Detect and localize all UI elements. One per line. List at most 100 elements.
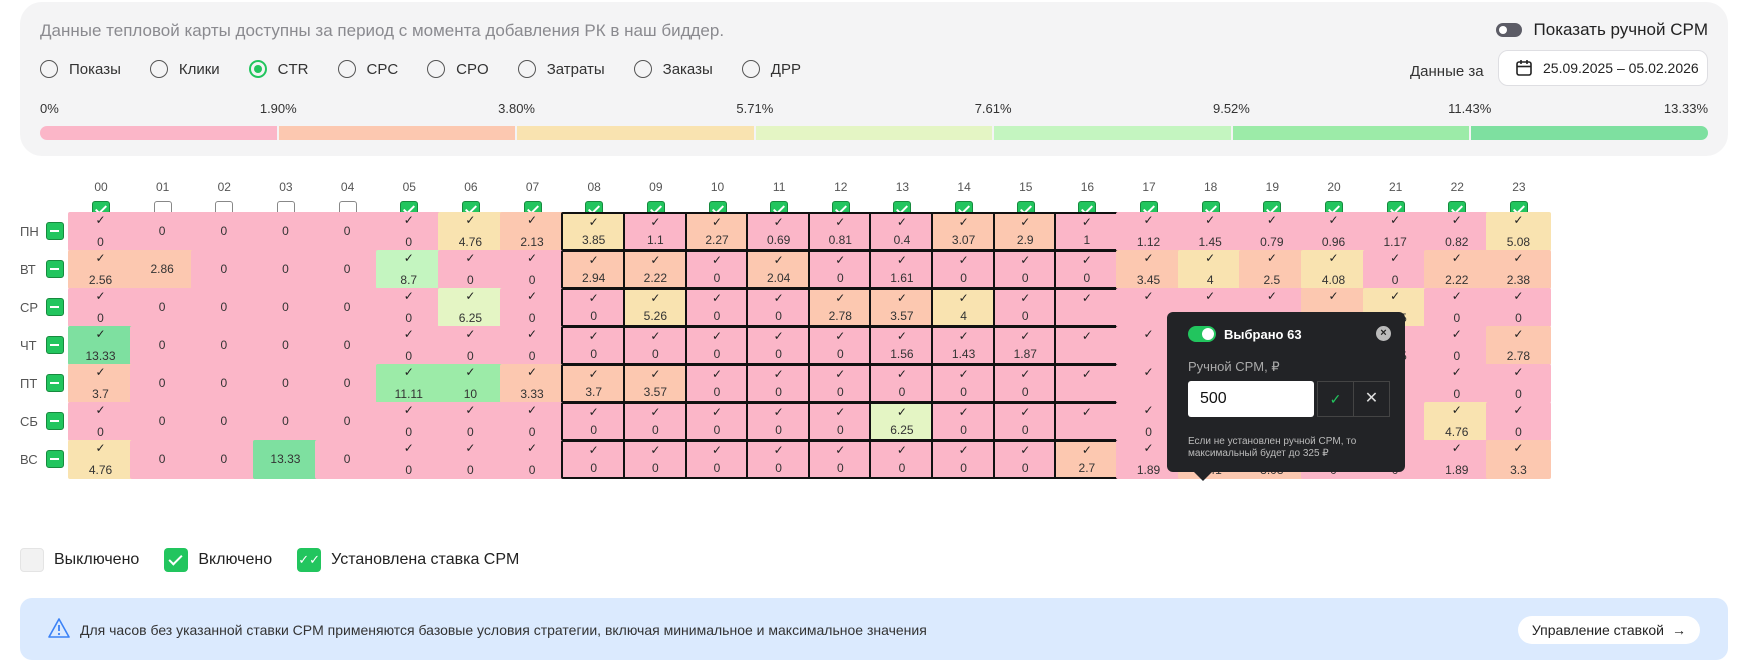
heatmap-cell[interactable]: ✓ 13.33 (68, 326, 133, 365)
heatmap-cell[interactable]: ✓0 (1485, 402, 1551, 441)
heatmap-cell[interactable]: 0 (191, 364, 257, 403)
heatmap-cell[interactable]: ✓0 (992, 402, 1058, 441)
heatmap-cell[interactable]: ✓ 3.7 (561, 364, 627, 403)
heatmap-cell[interactable]: ✓ 2.27 (684, 212, 750, 251)
heatmap-cell[interactable]: ✓0 (931, 364, 997, 403)
heatmap-cell[interactable]: ✓0 (376, 288, 442, 327)
heatmap-cell[interactable]: ✓ 10 (437, 364, 503, 403)
heatmap-cell[interactable]: ✓0 (499, 440, 565, 479)
heatmap-cell[interactable]: ✓0 (68, 402, 133, 441)
heatmap-cell[interactable]: 0 (129, 288, 195, 327)
metric-radio-6[interactable]: Заказы (633, 60, 713, 78)
cpm-input[interactable]: 500 (1188, 381, 1314, 417)
heatmap-cell[interactable]: ✓0 (746, 364, 812, 403)
heatmap-cell[interactable]: 0 (252, 288, 318, 327)
heatmap-cell[interactable]: ✓ (1054, 364, 1120, 403)
heatmap-cell[interactable]: ✓0 (437, 326, 503, 365)
heatmap-cell[interactable]: ✓ 6.25 (869, 402, 935, 441)
heatmap-cell[interactable]: ✓ 2.5 (1239, 250, 1305, 289)
heatmap-cell[interactable]: ✓0 (561, 288, 627, 327)
heatmap-cell[interactable]: ✓ (1054, 288, 1120, 327)
heatmap-cell[interactable]: 0 (191, 288, 257, 327)
heatmap-cell[interactable]: 0 (314, 402, 380, 441)
heatmap-cell[interactable]: 0 (129, 402, 195, 441)
manual-cpm-toggle[interactable]: Показать ручной CPM (1495, 20, 1708, 40)
heatmap-cell[interactable]: 0 (252, 326, 318, 365)
heatmap-cell[interactable]: ✓0 (376, 402, 442, 441)
heatmap-cell[interactable]: ✓0 (931, 402, 997, 441)
heatmap-cell[interactable]: 0 (314, 250, 380, 289)
heatmap-cell[interactable]: ✓0 (622, 440, 688, 479)
heatmap-cell[interactable]: ✓0 (869, 440, 935, 479)
heatmap-cell[interactable]: ✓0 (437, 402, 503, 441)
heatmap-cell[interactable]: ✓ 2.04 (746, 250, 812, 289)
date-range-picker[interactable]: 25.09.2025 – 05.02.2026 (1498, 50, 1708, 86)
heatmap-cell[interactable]: ✓ 8.7 (376, 250, 442, 289)
day-toggle-minus[interactable] (46, 412, 64, 430)
heatmap-cell[interactable]: ✓ 3.33 (499, 364, 565, 403)
heatmap-cell[interactable]: ✓0 (561, 402, 627, 441)
radio-button[interactable] (337, 60, 356, 78)
heatmap-cell[interactable]: ✓0 (1424, 364, 1490, 403)
heatmap-cell[interactable]: ✓ 2.78 (1485, 326, 1551, 365)
heatmap-cell[interactable]: ✓ 3.7 (68, 364, 133, 403)
radio-button[interactable] (517, 60, 536, 78)
heatmap-cell[interactable]: 0 (314, 440, 380, 479)
day-toggle-minus[interactable] (46, 298, 64, 316)
heatmap-cell[interactable]: ✓0 (992, 250, 1058, 289)
heatmap-cell[interactable]: ✓ 2.78 (807, 288, 873, 327)
heatmap-cell[interactable]: ✓ 1.1 (622, 212, 688, 251)
radio-button[interactable] (427, 60, 446, 78)
heatmap-cell[interactable]: 0 (314, 288, 380, 327)
heatmap-cell[interactable]: 0 (314, 212, 380, 251)
heatmap-cell[interactable]: ✓ 3.57 (869, 288, 935, 327)
heatmap-cell[interactable]: ✓ 3.3 (1485, 440, 1551, 479)
metric-radio-1[interactable]: Клики (149, 60, 220, 78)
heatmap-cell[interactable]: ✓ 4 (931, 288, 997, 327)
heatmap-cell[interactable]: ✓ (1054, 402, 1120, 441)
heatmap-cell[interactable]: ✓0 (807, 364, 873, 403)
radio-button[interactable] (149, 60, 168, 78)
heatmap-cell[interactable]: ✓0 (807, 250, 873, 289)
heatmap-cell[interactable]: ✓0 (807, 326, 873, 365)
heatmap-cell[interactable]: ✓0 (499, 402, 565, 441)
heatmap-cell[interactable]: ✓0 (1424, 288, 1490, 327)
heatmap-cell[interactable]: ✓ 2.22 (622, 250, 688, 289)
heatmap-cell[interactable]: 0 (129, 326, 195, 365)
heatmap-cell[interactable]: ✓0 (746, 326, 812, 365)
heatmap-cell[interactable]: ✓0 (684, 326, 750, 365)
heatmap-cell[interactable]: ✓0 (561, 440, 627, 479)
heatmap-cell[interactable]: 0 (191, 440, 257, 479)
toggle-switch[interactable] (1495, 23, 1522, 37)
heatmap-cell[interactable]: ✓0 (684, 402, 750, 441)
heatmap-cell[interactable]: ✓ 5.26 (622, 288, 688, 327)
heatmap-cell[interactable]: ✓ 4.76 (1424, 402, 1490, 441)
heatmap-cell[interactable]: ✓0 (746, 440, 812, 479)
heatmap-cell[interactable]: ✓0 (807, 402, 873, 441)
heatmap-cell[interactable]: ✓ 2.38 (1485, 250, 1551, 289)
heatmap-cell[interactable]: ✓0 (746, 402, 812, 441)
heatmap-cell[interactable]: ✓ 0.79 (1239, 212, 1305, 251)
heatmap-cell[interactable]: ✓0 (992, 288, 1058, 327)
heatmap-cell[interactable]: ✓ 4.76 (437, 212, 503, 251)
heatmap-cell[interactable]: ✓ 2.94 (561, 250, 627, 289)
heatmap-cell[interactable]: ✓0 (499, 288, 565, 327)
day-toggle-minus[interactable] (46, 336, 64, 354)
heatmap-cell[interactable]: ✓0 (437, 250, 503, 289)
heatmap-cell[interactable]: ✓0 (376, 326, 442, 365)
selection-toggle[interactable] (1188, 326, 1216, 342)
close-icon[interactable]: × (1376, 326, 1391, 341)
heatmap-cell[interactable]: ✓ 5.08 (1485, 212, 1551, 251)
heatmap-cell[interactable]: ✓0 (1054, 250, 1120, 289)
radio-button[interactable] (40, 60, 58, 78)
metric-radio-2[interactable]: CTR (248, 60, 309, 78)
radio-button[interactable] (633, 60, 652, 78)
heatmap-cell[interactable]: ✓ 1.45 (1177, 212, 1243, 251)
heatmap-cell[interactable]: ✓ (1054, 326, 1120, 365)
heatmap-cell[interactable]: ✓0 (68, 212, 133, 251)
heatmap-cell[interactable]: ✓ 2.22 (1424, 250, 1490, 289)
heatmap-cell[interactable]: ✓ 1.87 (992, 326, 1058, 365)
heatmap-cell[interactable]: ✓0 (807, 440, 873, 479)
heatmap-cell[interactable]: ✓0 (622, 402, 688, 441)
heatmap-cell[interactable]: ✓ 2.56 (68, 250, 133, 289)
